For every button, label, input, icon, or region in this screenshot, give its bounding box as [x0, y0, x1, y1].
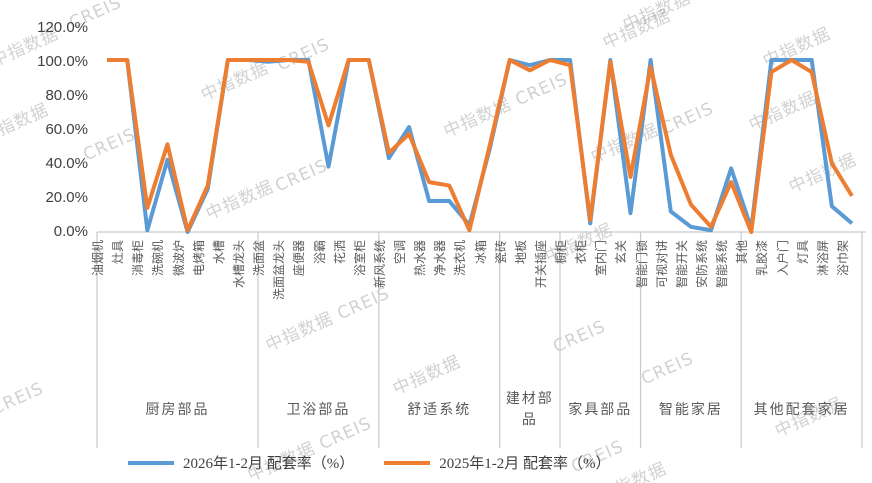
legend-line-sample-2026: [128, 460, 174, 465]
y-tick-label: 0.0%: [53, 223, 88, 240]
x-category-label: 安防系统: [695, 240, 709, 289]
group-label: 舒适系统: [407, 402, 472, 418]
x-category-label: 淋浴屏: [815, 240, 830, 277]
x-category-label: 瓷砖: [493, 240, 508, 265]
x-category-label: 花洒: [332, 240, 347, 265]
x-category-label: 可视对讲: [654, 240, 669, 289]
x-category-label: 其他: [735, 240, 750, 265]
x-category-label: 消毒柜: [131, 240, 146, 277]
x-category-label: 灶具: [111, 240, 126, 265]
x-category-label: 智能开关: [674, 240, 689, 289]
x-category-label: 油烟机: [91, 240, 106, 277]
x-category-label: 衣柜: [574, 240, 589, 265]
y-tick-label: 100.0%: [37, 53, 88, 70]
x-category-label: 灯具: [795, 240, 810, 265]
legend: 2026年1-2月 配套率（%） 2025年1-2月 配套率（%）: [128, 452, 611, 473]
x-category-label: 浴巾架: [835, 240, 850, 277]
y-tick-label: 60.0%: [45, 121, 88, 138]
y-tick-label: 40.0%: [45, 155, 88, 172]
x-category-label: 水槽龙头: [231, 240, 246, 289]
x-category-label: 空调: [393, 240, 408, 265]
y-tick-label: 20.0%: [45, 189, 88, 206]
x-category-label: 洗碗机: [151, 240, 166, 277]
x-category-label: 热水器: [413, 240, 428, 277]
x-category-label: 乳胶漆: [755, 240, 770, 277]
x-category-label: 新风系统: [372, 240, 387, 289]
x-category-label: 洗面盆: [252, 240, 267, 277]
group-label: 家具部品: [568, 402, 633, 418]
x-category-label: 座便器: [292, 240, 307, 277]
group-label: 建材部品: [505, 392, 554, 428]
x-category-label: 微波炉: [171, 240, 186, 277]
x-category-label: 室内门: [594, 240, 609, 277]
series-line-2025: [107, 58, 854, 234]
legend-label-2025: 2025年1-2月 配套率（%）: [439, 456, 611, 472]
x-category-label: 冰箱: [473, 240, 488, 265]
x-category-label: 智能系统: [715, 240, 730, 289]
legend-item-2025: 2025年1-2月 配套率（%）: [384, 452, 611, 473]
x-category-label: 玄关: [614, 240, 629, 265]
legend-item-2026: 2026年1-2月 配套率（%）: [128, 452, 354, 473]
x-category-label: 电烤箱: [191, 240, 206, 277]
x-category-label: 开关插座: [533, 240, 548, 289]
x-category-label: 浴室柜: [352, 240, 367, 277]
x-category-label: 橱柜: [554, 240, 569, 265]
x-category-label: 智能门锁: [634, 240, 649, 289]
group-label: 智能家居: [658, 402, 723, 418]
x-category-label: 水槽: [211, 240, 226, 265]
y-tick-label: 120.0%: [37, 19, 88, 36]
x-category-label: 净水器: [433, 240, 448, 277]
x-category-label: 洗衣机: [453, 240, 468, 277]
group-label: 卫浴部品: [286, 402, 351, 418]
x-category-label: 洗面盆龙头: [272, 240, 287, 301]
x-category-label: 地板: [513, 240, 528, 265]
y-tick-label: 80.0%: [45, 87, 88, 104]
group-label: 厨房部品: [145, 402, 210, 418]
legend-line-sample-2025: [384, 460, 431, 465]
x-category-label: 入户门: [775, 240, 790, 277]
group-label: 其他配套家居: [753, 402, 850, 418]
x-category-label: 浴霸: [312, 240, 327, 265]
legend-label-2026: 2026年1-2月 配套率（%）: [183, 456, 355, 472]
